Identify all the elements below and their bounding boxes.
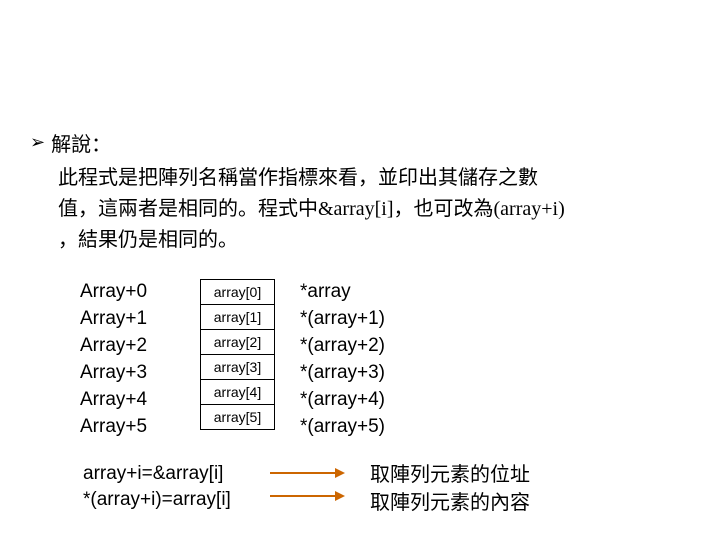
arrow-bullet-icon: ➢ bbox=[30, 132, 45, 153]
deref-label: *array bbox=[300, 278, 385, 305]
deref-label: *(array+5) bbox=[300, 413, 385, 440]
deref-label: *(array+4) bbox=[300, 386, 385, 413]
array-cell: array[5] bbox=[200, 404, 275, 430]
deref-label: *(array+1) bbox=[300, 305, 385, 332]
equation-line: *(array+i)=array[i] bbox=[83, 487, 231, 513]
bullet-heading: ➢ 解說： bbox=[30, 130, 690, 160]
pointer-arithmetic-column: Array+0 Array+1 Array+2 Array+3 Array+4 … bbox=[80, 278, 147, 440]
array-cell: array[0] bbox=[200, 279, 275, 305]
explanation-notes: 取陣列元素的位址 取陣列元素的內容 bbox=[370, 461, 530, 517]
body-line: 此程式是把陣列名稱當作指標來看，並印出其儲存之數 bbox=[58, 167, 538, 189]
array-cells: array[0] array[1] array[2] array[3] arra… bbox=[200, 279, 275, 430]
equation-line: array+i=&array[i] bbox=[83, 461, 231, 487]
body-line: ，結果仍是相同的。 bbox=[58, 229, 238, 251]
deref-label: *(array+2) bbox=[300, 332, 385, 359]
body-paragraph: 此程式是把陣列名稱當作指標來看，並印出其儲存之數 值，這兩者是相同的。程式中&a… bbox=[58, 163, 690, 256]
arrow-icon bbox=[270, 466, 345, 480]
pointer-label: Array+3 bbox=[80, 359, 147, 386]
pointer-label: Array+1 bbox=[80, 305, 147, 332]
dereference-column: *array *(array+1) *(array+2) *(array+3) … bbox=[300, 278, 385, 440]
equivalence-equations: array+i=&array[i] *(array+i)=array[i] bbox=[83, 461, 231, 513]
pointer-label: Array+0 bbox=[80, 278, 147, 305]
array-cell: array[2] bbox=[200, 329, 275, 355]
note-line: 取陣列元素的內容 bbox=[370, 489, 530, 517]
array-cell: array[4] bbox=[200, 379, 275, 405]
arrows-group bbox=[270, 466, 345, 503]
body-line: 值，這兩者是相同的。程式中&array[i]，也可改為(array+i) bbox=[58, 198, 565, 220]
arrow-icon bbox=[270, 489, 345, 503]
pointer-label: Array+4 bbox=[80, 386, 147, 413]
note-line: 取陣列元素的位址 bbox=[370, 461, 530, 489]
array-diagram: Array+0 Array+1 Array+2 Array+3 Array+4 … bbox=[80, 278, 690, 548]
array-cell: array[1] bbox=[200, 304, 275, 330]
deref-label: *(array+3) bbox=[300, 359, 385, 386]
pointer-label: Array+2 bbox=[80, 332, 147, 359]
heading-text: 解說： bbox=[51, 130, 111, 160]
array-cell: array[3] bbox=[200, 354, 275, 380]
pointer-label: Array+5 bbox=[80, 413, 147, 440]
